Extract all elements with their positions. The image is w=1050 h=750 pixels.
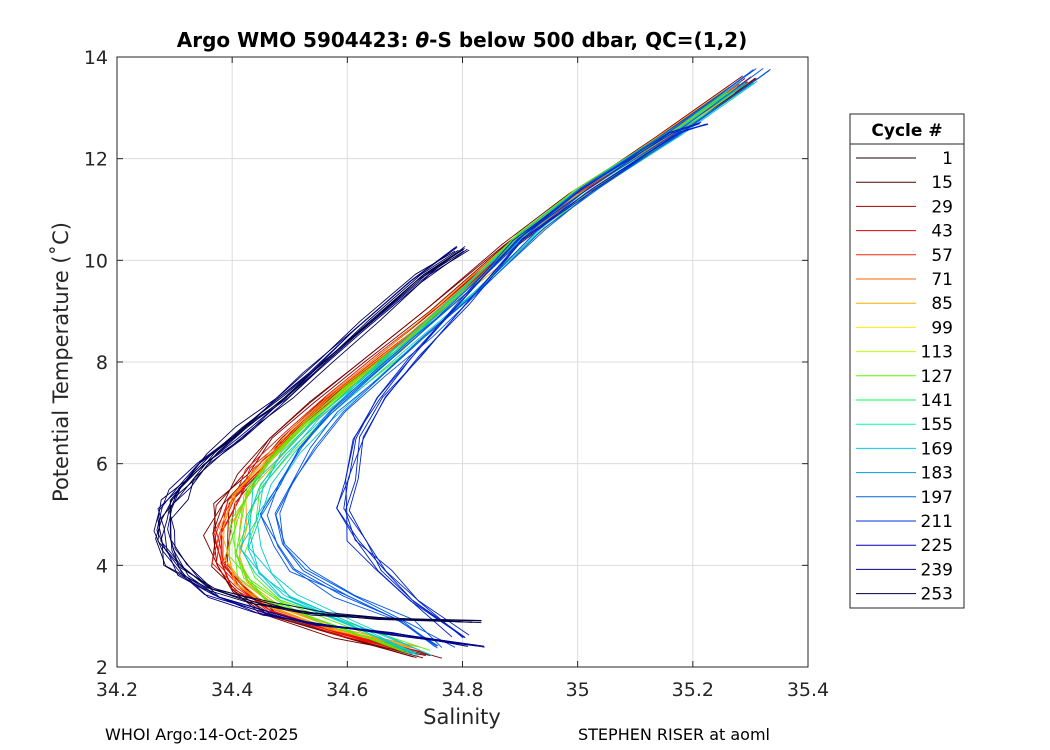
legend-label: 197 [921, 488, 953, 508]
legend-label: 127 [921, 367, 953, 387]
y-tick-labels: 2 4 6 8 10 12 14 [84, 47, 108, 679]
chart-title: Argo WMO 5904423: θ-S below 500 dbar, QC… [177, 28, 747, 52]
profile-line [336, 121, 702, 638]
series-cycles-200-220-salty [336, 121, 709, 639]
legend-label: 15 [931, 173, 953, 193]
legend-title: Cycle # [871, 121, 942, 141]
legend-entry: 15 [856, 173, 953, 193]
x-tick-label: 34.4 [211, 679, 253, 701]
grid [117, 57, 808, 667]
profile-line [156, 246, 468, 647]
y-tick-label: 14 [84, 47, 108, 69]
y-tick-label: 2 [96, 657, 108, 679]
x-tick-label: 35.4 [787, 679, 829, 701]
x-tick-label: 35 [566, 679, 590, 701]
legend-label: 1 [942, 149, 953, 169]
legend-entry: 239 [856, 560, 953, 580]
legend-entry: 85 [856, 294, 953, 314]
legend-entry: 183 [856, 464, 953, 484]
legend-entry: 253 [856, 585, 953, 605]
y-tick-label: 12 [84, 149, 108, 171]
legend-label: 225 [921, 536, 953, 556]
legend-label: 113 [921, 343, 953, 363]
y-axis-label: Potential Temperature (˚C) [49, 222, 73, 502]
legend-label: 169 [921, 439, 953, 459]
legend-entry: 99 [856, 318, 953, 338]
legend-entry: 211 [856, 512, 953, 532]
legend-label: 211 [921, 512, 953, 532]
profile-line [259, 69, 754, 649]
legend-label: 155 [921, 415, 953, 435]
tick-marks [116, 56, 809, 668]
legend-label: 29 [931, 197, 953, 217]
profile-line [345, 122, 699, 638]
profile-line [219, 86, 730, 646]
x-tick-labels: 34.2 34.4 34.6 34.8 35 35.2 35.4 [96, 679, 829, 701]
series-cycles-245-253 [155, 248, 482, 624]
profile-line [234, 92, 725, 654]
legend-entry: 29 [856, 197, 953, 217]
footer-right: STEPHEN RISER at aoml [578, 725, 770, 744]
legend-entry: 225 [856, 536, 953, 556]
y-tick-label: 6 [96, 454, 108, 476]
series-layer [153, 68, 771, 659]
profile-line [157, 250, 465, 623]
profile-line [157, 245, 477, 647]
profile-line [244, 90, 742, 651]
legend-label: 57 [931, 246, 953, 266]
legend-label: 253 [921, 585, 953, 605]
profile-line [274, 68, 764, 648]
profile-line [212, 76, 745, 658]
profile-line [344, 123, 706, 639]
y-tick-label: 4 [96, 555, 108, 577]
profile-line [275, 69, 770, 648]
legend-label: 183 [921, 464, 953, 484]
legend-label: 99 [931, 318, 953, 338]
legend-entry: 43 [856, 222, 953, 242]
y-tick-label: 8 [96, 352, 108, 374]
legend-label: 85 [931, 294, 953, 314]
legend-label: 239 [921, 560, 953, 580]
x-axis-label: Salinity [423, 705, 501, 729]
plot-area [116, 56, 809, 668]
legend-entry: 197 [856, 488, 953, 508]
x-tick-label: 34.8 [441, 679, 483, 701]
legend-entries: 1 15 29 43 57 71 85 99 113 127 141 155 169 183 197 211 2… [856, 149, 953, 605]
profile-line [168, 248, 485, 648]
legend-entry: 141 [856, 391, 953, 411]
legend-entry: 169 [856, 439, 953, 459]
legend: Cycle # 1 15 29 43 57 71 85 99 113 127 141 155 169 18… [849, 113, 965, 609]
legend-entry: 1 [856, 149, 953, 169]
legend-box [849, 113, 965, 609]
legend-entry: 155 [856, 415, 953, 435]
legend-label: 141 [921, 391, 953, 411]
x-tick-label: 35.2 [672, 679, 714, 701]
legend-entry: 113 [856, 343, 953, 363]
legend-label: 43 [931, 222, 953, 242]
profile-line [170, 249, 482, 621]
series-cycles-190-215 [259, 68, 771, 649]
legend-label: 71 [931, 270, 953, 290]
legend-entry: 57 [856, 246, 953, 266]
legend-entry: 71 [856, 270, 953, 290]
y-tick-label: 10 [84, 250, 108, 272]
profile-line [247, 81, 742, 656]
footer-left: WHOI Argo:14-Oct-2025 [105, 725, 299, 744]
legend-entry: 127 [856, 367, 953, 387]
profile-line [155, 249, 472, 623]
x-tick-label: 34.6 [326, 679, 368, 701]
x-tick-label: 34.2 [96, 679, 138, 701]
